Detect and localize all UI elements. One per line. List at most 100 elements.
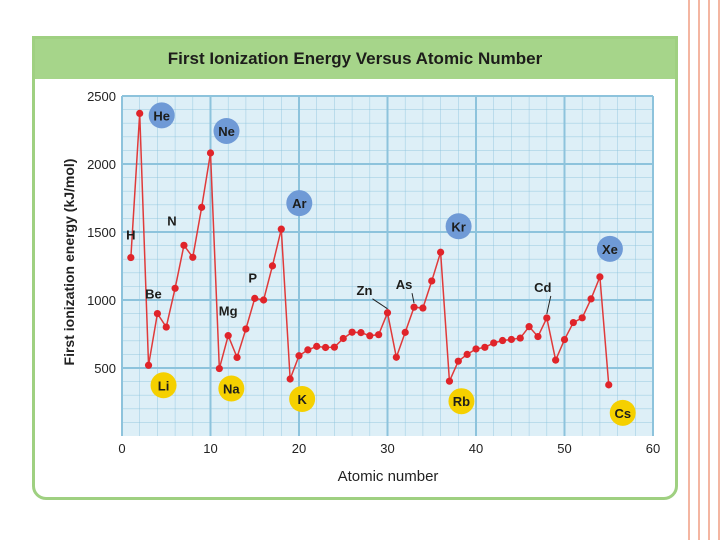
data-point [605,381,613,389]
page-border-stripes [688,0,720,540]
data-point [472,345,480,353]
element-label: Cd [534,280,551,295]
data-point [180,241,188,249]
data-point [189,253,197,261]
data-point [242,325,250,333]
data-point [507,335,515,344]
data-point [330,343,338,351]
data-point [454,357,462,365]
data-point [295,352,303,360]
data-point [392,353,400,361]
x-tick-label: 40 [469,441,483,456]
data-point [481,343,489,351]
y-tick-label: 1000 [87,293,116,308]
data-point [419,304,427,312]
data-point [445,377,454,385]
data-point [375,331,383,339]
tick-labels: 0 10 20 30 40 50 60 500 1000 1500 2000 2500 [87,89,660,456]
border-stripe [688,0,690,540]
data-point [560,335,569,344]
data-point [198,203,206,211]
data-point [313,342,321,350]
data-point [383,309,392,317]
data-point [410,303,418,311]
element-labels: H He Li Be N Ne Na Mg P Ar K Zn As Kr Rb Cd Xe Cs [126,102,636,426]
element-bubble [150,372,177,399]
data-point [127,253,135,262]
x-axis-label: Atomic number [338,468,439,485]
border-stripe [698,0,700,540]
element-label: Ar [292,196,306,211]
x-tick-label: 60 [646,441,660,456]
x-tick-label: 50 [557,441,571,456]
element-label: As [396,277,413,292]
element-label: H [126,228,135,243]
data-point [215,364,223,373]
data-point [153,310,161,318]
element-bubble [448,388,475,415]
leader-line [546,295,552,315]
element-label: Mg [219,304,238,319]
x-tick-label: 20 [292,441,306,456]
data-point [596,273,604,281]
element-label: He [153,108,170,123]
data-point [534,332,542,341]
y-tick-label: 500 [94,361,116,376]
data-point [490,339,498,347]
data-point [321,343,330,352]
data-point [357,329,365,337]
data-point [171,284,179,292]
element-label: Kr [451,219,465,234]
data-point [428,277,436,285]
element-label: Xe [602,242,618,257]
data-point [552,356,560,364]
data-point [543,314,551,322]
data-point [498,336,507,345]
element-bubble [445,213,472,240]
data-point [224,332,232,340]
data-point [348,328,356,336]
data-point [304,346,312,354]
element-label: Cs [614,406,631,421]
grid-lines [121,95,654,436]
element-bubble [286,190,313,217]
element-bubble [609,399,636,426]
data-point [366,332,374,340]
element-bubble [218,375,245,402]
element-label: N [167,213,176,228]
element-label: Na [223,382,240,397]
data-point [277,225,285,233]
border-stripe [708,0,710,540]
data-point [268,262,277,270]
data-point [525,323,533,331]
border-stripe [718,0,720,540]
element-label: Ne [218,124,235,139]
element-label: P [248,270,257,285]
element-bubble [148,102,175,129]
data-point [569,318,577,327]
title-bar: First Ionization Energy Versus Atomic Nu… [35,39,675,79]
data-point [463,350,471,358]
chart-title: First Ionization Energy Versus Atomic Nu… [167,49,543,68]
leader-line [372,298,388,310]
y-tick-label: 2000 [87,157,116,172]
data-series [127,109,613,389]
data-point [144,361,153,369]
leader-line [411,293,415,304]
element-bubble [596,235,623,262]
data-point [286,375,294,383]
data-point [136,109,144,118]
x-tick-label: 30 [380,441,394,456]
data-point [251,294,259,302]
data-point [437,248,445,256]
data-point [339,334,347,343]
y-tick-label: 2500 [87,89,116,104]
y-tick-label: 1500 [87,225,116,240]
element-bubble [213,117,240,144]
data-point [516,334,524,342]
element-label: Li [158,378,170,393]
data-point [162,323,170,331]
data-point [401,328,409,336]
x-tick-label: 10 [203,441,217,456]
